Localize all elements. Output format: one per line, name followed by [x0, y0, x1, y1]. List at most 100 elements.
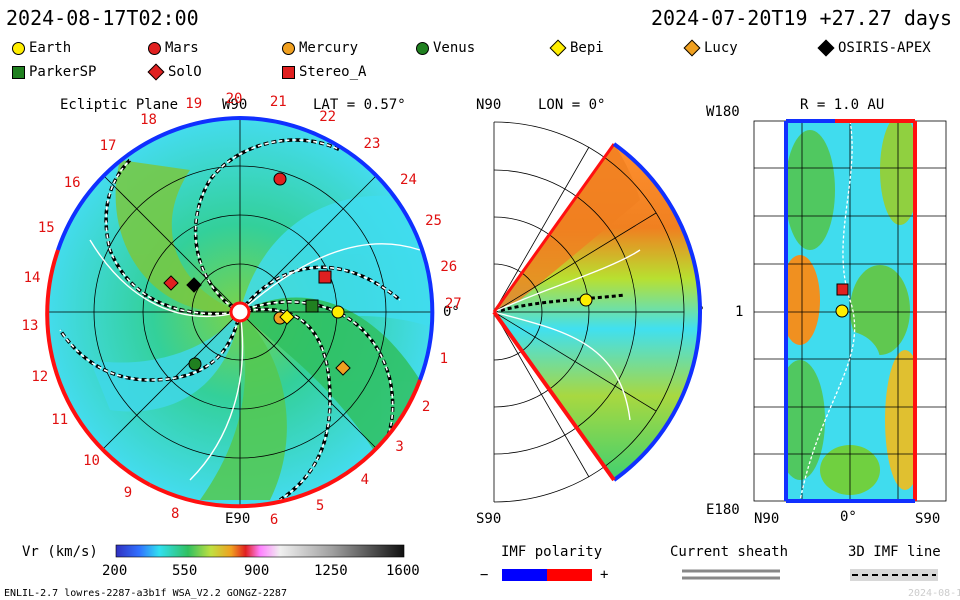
sector-label: 21: [269, 94, 287, 111]
ecliptic-lat-label: LAT = 0.57°: [313, 97, 406, 113]
sector-label: 6: [269, 511, 279, 528]
date-right: 2024-07-20T19 +27.27 days: [650, 6, 952, 30]
map-y-top: W180: [706, 104, 740, 120]
colorbar-tick-2: 550: [172, 563, 198, 579]
colorbar-tick-1: 200: [102, 563, 128, 579]
sector-label: 23: [363, 135, 381, 152]
osiris-apex-marker: [186, 277, 202, 293]
legend-mars: Mars: [148, 40, 199, 56]
imf-title: IMF polarity: [501, 544, 603, 560]
stereo-a-square-icon: [282, 65, 295, 79]
sector-label: 16: [63, 175, 81, 192]
sector-label: 13: [21, 317, 39, 334]
legend-lucy-label: Lucy: [704, 40, 738, 56]
legend-venus-label: Venus: [433, 40, 476, 56]
sector-label: 22: [319, 109, 337, 126]
stereo-a-marker: [318, 270, 332, 284]
sector-label: 12: [31, 368, 49, 385]
meridional-earth-marker: [579, 293, 593, 307]
imf-plus-bar: [547, 569, 592, 581]
ecliptic-right-label: 0°: [443, 304, 460, 320]
mercury-circle-icon: [282, 41, 295, 55]
footer-right: 2024-08-12: [908, 588, 960, 599]
legend-bepi: Bepi: [549, 39, 604, 57]
sector-label: 27: [444, 295, 462, 312]
legend-parkersp: ParkerSP: [12, 64, 96, 80]
legend-mercury: Mercury: [282, 40, 358, 56]
legend-earth-label: Earth: [29, 40, 72, 56]
colorbar-gradient: [115, 544, 405, 558]
meridional-wedge: [492, 121, 703, 503]
legend-solo: SolO: [147, 63, 202, 81]
sector-label: 9: [123, 484, 133, 501]
mars-marker: [273, 172, 287, 186]
map-earth-marker: [835, 304, 849, 318]
legend-osiris-apex: OSIRIS-APEX: [817, 39, 931, 57]
imf3d-title: 3D IMF line: [848, 544, 941, 560]
sector-label: 2: [421, 399, 431, 416]
footer-model: ENLIL-2.7 lowres-2287-a3b1f WSA_V2.2 GON…: [4, 588, 287, 599]
legend-solo-label: SolO: [168, 64, 202, 80]
colorbar-tick-3: 900: [244, 563, 270, 579]
legend-stereo-a: Stereo_A: [282, 64, 366, 80]
lucy-marker: [335, 360, 351, 376]
sector-label: 14: [23, 269, 41, 286]
sector-label: 18: [140, 112, 157, 129]
parkersp-square-icon: [12, 65, 25, 79]
sector-label: 25: [425, 213, 442, 230]
earth-circle-icon: [12, 41, 25, 55]
legend-parkersp-label: ParkerSP: [29, 64, 97, 80]
colorbar-tick-5: 1600: [386, 563, 420, 579]
meridional-top-label: N90: [476, 97, 502, 113]
legend-earth: Earth: [12, 40, 71, 56]
meridional-bottom-label: S90: [476, 511, 502, 527]
sector-label: 10: [83, 452, 100, 469]
ecliptic-top-label: W90: [222, 97, 248, 113]
map-y-bottom: E180: [706, 502, 740, 518]
map-x-left: N90: [754, 511, 780, 527]
sector-label: 1: [439, 350, 448, 367]
ecliptic-disk: [45, 116, 435, 509]
sector-label: 4: [360, 472, 370, 489]
sector-label: 3: [395, 439, 404, 456]
date-left: 2024-08-17T02:00: [6, 6, 199, 30]
sector-label: 26: [440, 258, 458, 275]
ecliptic-bottom-label: E90: [225, 511, 251, 527]
earth-marker: [331, 305, 345, 319]
sector-label: 17: [99, 138, 117, 155]
venus-marker: [188, 357, 202, 371]
meridional-lon-label: LON = 0°: [538, 97, 606, 113]
parkersp-marker: [305, 299, 319, 313]
sector-label: 11: [51, 412, 69, 429]
legend-bepi-label: Bepi: [570, 40, 604, 56]
imf-minus-bar: [502, 569, 547, 581]
legend-osiris-apex-label: OSIRIS-APEX: [838, 40, 931, 56]
sector-label: 24: [400, 172, 417, 189]
venus-circle-icon: [416, 41, 429, 55]
colorbar-label: Vr (km/s): [22, 544, 98, 560]
legend-mercury-label: Mercury: [299, 40, 359, 56]
sector-label: 19: [185, 96, 203, 113]
map-x-right: S90: [915, 511, 941, 527]
imf-minus: −: [480, 567, 489, 583]
map-x-mid: 0°: [840, 509, 857, 525]
sheath-title: Current sheath: [670, 544, 789, 560]
map-y-mid: 1: [735, 304, 744, 320]
sector-label: 15: [37, 220, 55, 237]
legend-mars-label: Mars: [165, 40, 199, 56]
mars-circle-icon: [148, 41, 161, 55]
legend-stereo-a-label: Stereo_A: [299, 64, 367, 80]
ecliptic-title: Ecliptic Plane: [60, 97, 179, 113]
bepi-marker: [279, 309, 295, 325]
sector-label: 5: [315, 498, 325, 515]
imf-plus: +: [600, 567, 609, 583]
legend-lucy: Lucy: [683, 39, 738, 57]
map-stereo-a-marker: [836, 283, 849, 296]
sector-label: 20: [225, 91, 243, 108]
map-radius-label: R = 1.0 AU: [800, 97, 885, 113]
sector-label: 8: [171, 505, 180, 522]
solo-marker: [163, 275, 179, 291]
legend-venus: Venus: [416, 40, 475, 56]
map-panel: [753, 119, 947, 503]
